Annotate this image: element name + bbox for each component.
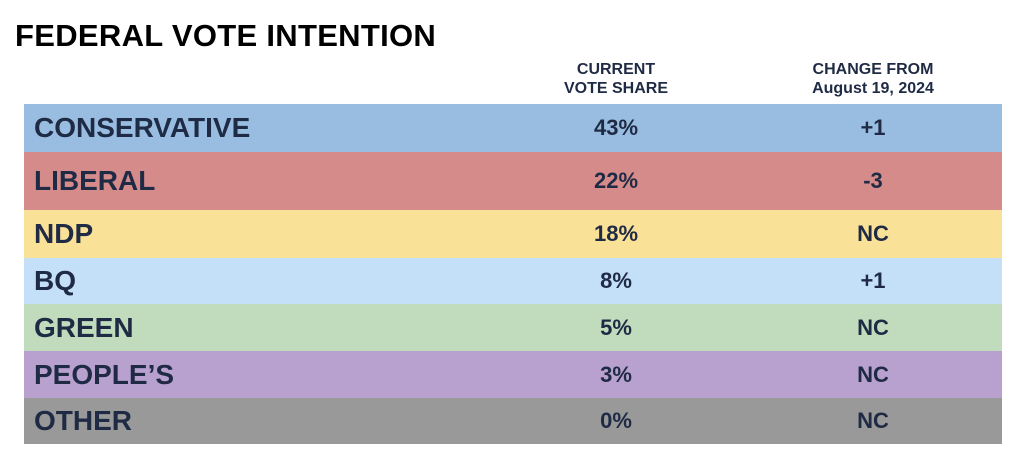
table-row: CONSERVATIVE 43% +1: [24, 104, 1002, 152]
change-value: -3: [863, 168, 883, 193]
chart-title: FEDERAL VOTE INTENTION: [15, 18, 437, 53]
column-header-vote-share-line1: CURRENT: [576, 61, 656, 78]
change-value: +1: [860, 115, 886, 140]
table-row: NDP 18% NC: [24, 210, 1002, 258]
column-header-change-line1: CHANGE FROM: [812, 61, 934, 78]
change-value: NC: [857, 361, 889, 387]
vote-intention-table: CONSERVATIVE 43% +1 LIBERAL 22% -3 NDP 1…: [24, 104, 1002, 444]
table-row: OTHER 0% NC: [24, 398, 1002, 444]
change-value: NC: [857, 408, 889, 433]
table-row: BQ 8% +1: [24, 258, 1002, 304]
vote-share-value: 0%: [600, 408, 632, 433]
column-header-vote-share: CURRENT VOTE SHARE: [516, 60, 716, 98]
party-label: CONSERVATIVE: [34, 112, 251, 143]
column-header-change: CHANGE FROM August 19, 2024: [773, 60, 973, 98]
table-row: LIBERAL 22% -3: [24, 152, 1002, 210]
table-row: GREEN 5% NC: [24, 304, 1002, 351]
vote-share-value: 22%: [593, 168, 639, 193]
party-label: PEOPLE’S: [34, 358, 175, 390]
party-label: BQ: [34, 265, 76, 296]
vote-share-value: 18%: [593, 221, 639, 246]
party-label: NDP: [34, 218, 94, 249]
party-label: GREEN: [34, 311, 134, 343]
column-header-change-line2: August 19, 2024: [812, 80, 934, 97]
party-label: LIBERAL: [34, 165, 156, 196]
vote-share-value: 8%: [600, 268, 632, 293]
table-row: PEOPLE’S 3% NC: [24, 351, 1002, 398]
vote-share-value: 5%: [600, 314, 632, 340]
change-value: NC: [857, 314, 889, 340]
change-value: NC: [857, 221, 889, 246]
column-header-vote-share-line2: VOTE SHARE: [563, 80, 668, 97]
vote-share-value: 3%: [600, 361, 632, 387]
party-label: OTHER: [34, 405, 132, 436]
change-value: +1: [860, 268, 886, 293]
vote-share-value: 43%: [593, 115, 639, 140]
